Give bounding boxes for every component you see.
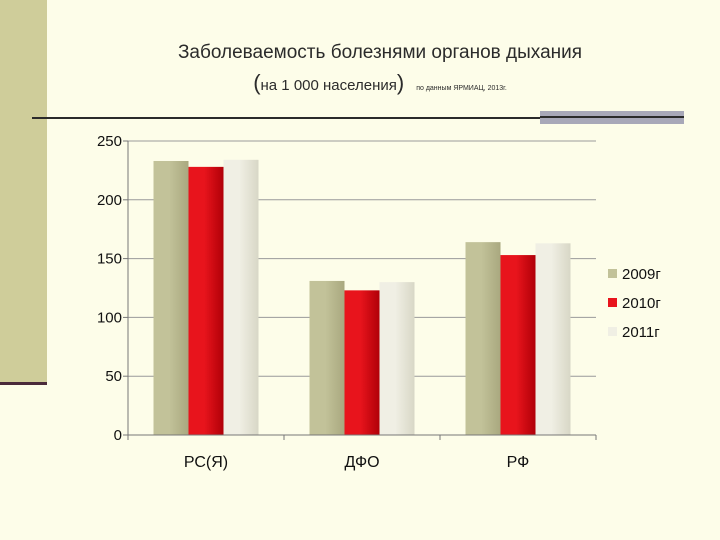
bar [223,159,259,436]
legend-label: 2010г [622,295,661,312]
legend-label: 2009г [622,266,661,283]
y-tick-label: 0 [114,427,122,444]
chart-subtitle: (на 1 000 населения) по данным ЯРМИАЦ, 20… [60,70,700,96]
axes [123,140,597,440]
header-rule-accent-line [540,116,684,118]
header-rule [32,117,540,119]
bar [379,282,415,435]
legend-swatch [608,298,617,307]
y-tick-label: 50 [105,368,122,385]
subtitle-main: на 1 000 населения [260,77,397,94]
x-category-label: РФ [507,454,530,471]
legend-label: 2011г [622,324,660,341]
y-tick-label: 150 [97,251,122,268]
bar [188,166,224,435]
y-tick-label: 100 [97,309,122,326]
decorative-left-bar-line [0,382,47,385]
bar [465,242,501,435]
legend-swatch [608,269,617,278]
bar [344,290,380,435]
axis-labels: 0 50 100 150 200 250 РС(Я) ДФО РФ [97,133,529,471]
legend-swatch [608,327,617,336]
subtitle-open-paren: ( [253,70,261,95]
x-category-label: ДФО [344,454,379,471]
bar [500,255,536,435]
decorative-left-bar [0,0,47,384]
legend: 2009г 2010г 2011г [608,266,661,341]
chart-title: Заболеваемость болезнями органов дыхания [177,42,583,63]
subtitle-source: по данным ЯРМИАЦ, 2013г. [416,85,507,92]
subtitle-close-paren: ) [396,70,405,95]
y-tick-label: 200 [97,192,122,209]
x-category-label: РС(Я) [184,454,228,471]
bar [535,243,571,435]
bar [153,160,189,435]
bar [309,280,345,435]
bars [153,159,571,436]
y-tick-label: 250 [97,133,122,150]
